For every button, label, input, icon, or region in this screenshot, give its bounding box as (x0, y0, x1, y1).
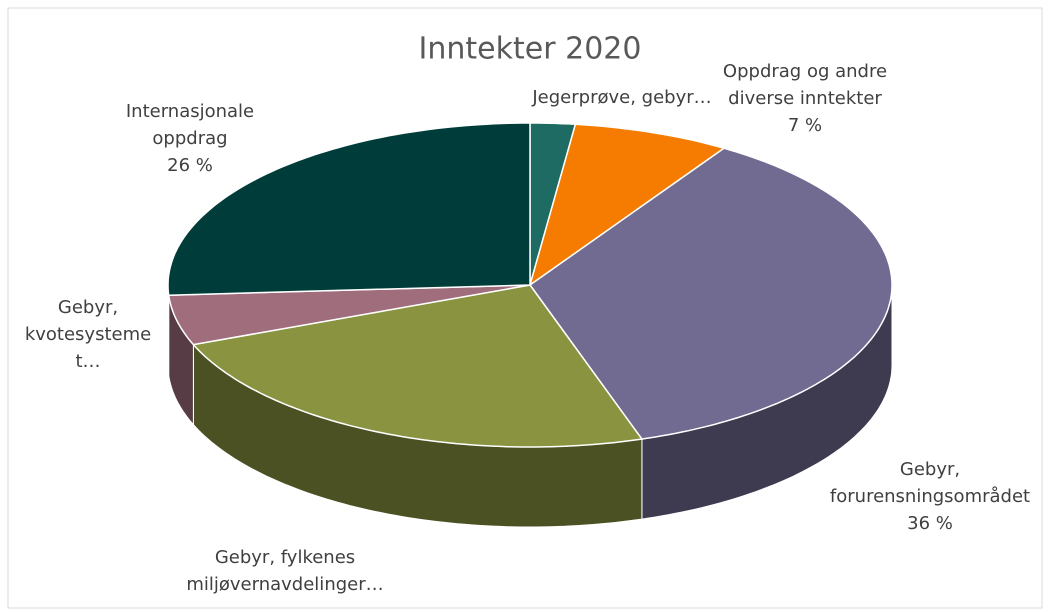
data-label: Gebyr, forurensningsområdet (830, 459, 1030, 507)
data-value-label: 36 % (907, 513, 953, 534)
data-label: Oppdrag og andre diverse inntekter (723, 61, 887, 109)
data-label: Jegerprøve, gebyr… (531, 87, 711, 108)
pie-slice (528, 147, 893, 440)
data-value-label: 26 % (167, 155, 213, 176)
data-label: Internasjonale oppdrag (126, 101, 254, 149)
data-label: Gebyr, fylkenes miljøvernavdelinger… (186, 547, 383, 595)
chart-title: Inntekter 2020 (419, 32, 642, 67)
pie-slice (167, 284, 531, 346)
data-value-label: 7 % (788, 115, 822, 136)
pie-slice (528, 123, 726, 287)
data-label: Gebyr, kvotesysteme t… (25, 297, 151, 372)
pie-slice (167, 122, 531, 296)
